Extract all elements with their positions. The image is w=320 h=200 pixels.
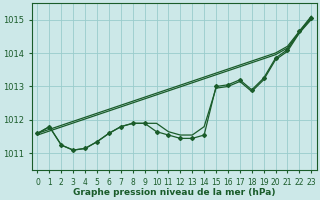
X-axis label: Graphe pression niveau de la mer (hPa): Graphe pression niveau de la mer (hPa) xyxy=(73,188,276,197)
